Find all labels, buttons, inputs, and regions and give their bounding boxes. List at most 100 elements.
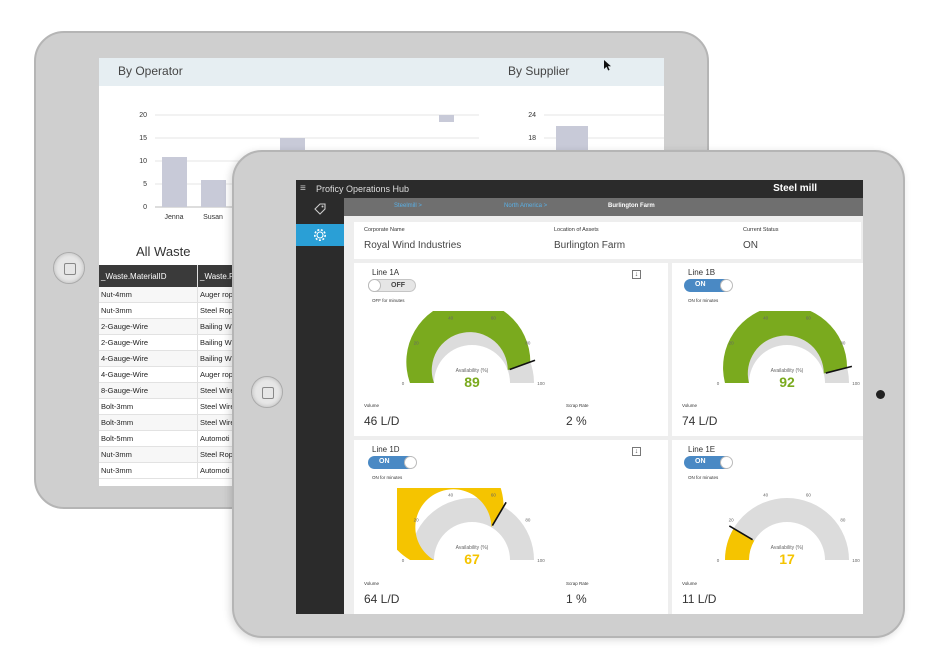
gauge-tick-label: 80 xyxy=(840,340,846,345)
hamburger-menu-icon[interactable]: ≡ xyxy=(300,183,306,194)
gauge-needle xyxy=(728,525,753,541)
cell-material-id: Nut-4mm xyxy=(99,287,198,302)
gauge-tick-label: 60 xyxy=(806,492,812,497)
plant-name: Steel mill xyxy=(773,183,817,194)
gauge-label: Availability (%) xyxy=(771,545,804,551)
gauge-label: Availability (%) xyxy=(456,545,489,551)
cell-second: Automoti xyxy=(200,466,230,475)
top-bar: ≡ Proficy Operations Hub Steel mill xyxy=(296,180,863,198)
state-duration: ON for minutes xyxy=(688,298,719,303)
cell-second: Bailing Wi xyxy=(200,322,234,331)
line-card-1b: Line 1B ON ON for minutes 0 20 40 60 80 100 Av… xyxy=(672,263,863,436)
cell-material-id: 4-Gauge-Wire xyxy=(99,367,198,382)
op-ytick-5: 5 xyxy=(143,181,147,188)
cell-second: Automoti xyxy=(200,434,230,443)
op-ytick-10: 10 xyxy=(139,158,147,165)
op-ytick-0: 0 xyxy=(143,204,147,211)
col-material-id[interactable]: _Waste.MaterialID xyxy=(99,265,198,287)
corp-name-value: Royal Wind Industries xyxy=(364,240,462,251)
bar-jenna xyxy=(162,157,187,207)
op-ytick-15: 15 xyxy=(139,135,147,142)
gauge-needle xyxy=(491,501,507,526)
cell-material-id: Nut-3mm xyxy=(99,303,198,318)
toggle-knob xyxy=(368,279,381,292)
gauge-tick-label: 80 xyxy=(525,340,531,345)
gauge-value-arc xyxy=(397,488,504,560)
gauge-tick-label: 20 xyxy=(414,340,420,345)
line-toggle[interactable]: ON xyxy=(368,456,417,469)
volume-value: 74 L/D xyxy=(682,414,718,428)
back-chart-header: By Operator By Supplier xyxy=(99,58,664,86)
tag-icon xyxy=(314,203,326,215)
gauge-tick-label: 60 xyxy=(491,315,497,320)
bar-susan xyxy=(201,180,226,207)
volume-value: 11 L/D xyxy=(682,592,717,606)
gauge-tick-label: 100 xyxy=(852,381,860,386)
breadcrumb-steelmill[interactable]: Steelmill > xyxy=(394,203,422,209)
cell-second: Bailing Wi xyxy=(200,354,234,363)
cell-material-id: 2-Gauge-Wire xyxy=(99,319,198,334)
line-toggle[interactable]: ON xyxy=(684,279,733,292)
gauge-tick-label: 80 xyxy=(525,517,531,522)
gauge-tick-label: 0 xyxy=(402,381,405,386)
location-value: Burlington Farm xyxy=(554,240,626,251)
line-toggle[interactable]: ON xyxy=(684,456,733,469)
gauge-tick-label: 20 xyxy=(729,517,735,522)
gauge-track xyxy=(410,498,534,560)
col-second[interactable]: _Waste.F xyxy=(200,271,234,281)
toggle-knob xyxy=(404,456,417,469)
mouse-cursor-icon xyxy=(604,60,611,71)
gauge-tick-label: 100 xyxy=(537,558,545,563)
scrap-rate-label: Scrap Rate xyxy=(566,403,589,408)
all-waste-title: All Waste xyxy=(136,244,191,259)
gauge-tick-label: 0 xyxy=(717,381,720,386)
sidebar-settings-button[interactable] xyxy=(296,224,344,246)
scrap-rate-label: Scrap Rate xyxy=(566,581,589,586)
gauge-value-arc xyxy=(406,311,531,383)
toggle-knob xyxy=(720,456,733,469)
state-duration: ON for minutes xyxy=(688,475,719,480)
cell-material-id: Nut-3mm xyxy=(99,447,198,462)
cell-material-id: Bolt-3mm xyxy=(99,415,198,430)
cell-second: Steel Wire xyxy=(200,418,235,427)
state-duration: ON for minutes xyxy=(372,475,403,480)
download-icon[interactable]: ↓ xyxy=(632,270,641,279)
op-xlabel-susan: Susan xyxy=(203,214,223,221)
toggle-state: OFF xyxy=(391,282,405,289)
toggle-state: ON xyxy=(379,458,390,465)
line-card-1a: Line 1A ↓ OFF OFF for minutes 0 20 40 60 80 1… xyxy=(354,263,668,436)
gauge-tick-label: 40 xyxy=(763,315,769,320)
gauge-needle xyxy=(825,365,853,374)
cell-material-id: Bolt-5mm xyxy=(99,431,198,446)
toggle-state: ON xyxy=(695,458,706,465)
gauge-label: Availability (%) xyxy=(771,368,804,374)
cell-material-id: 8-Gauge-Wire xyxy=(99,383,198,398)
sidebar-tag-button[interactable] xyxy=(296,198,344,220)
scrap-rate-value: 2 % xyxy=(566,414,587,428)
gauge-tick-label: 60 xyxy=(806,315,812,320)
line-toggle[interactable]: OFF xyxy=(368,279,416,292)
cell-material-id: Nut-3mm xyxy=(99,463,198,478)
cell-second: Steel Wire xyxy=(200,402,235,411)
breadcrumb-north-america[interactable]: North America > xyxy=(504,203,548,209)
sup-ytick-18: 18 xyxy=(528,135,536,142)
status-label: Current Status xyxy=(743,227,779,233)
availability-gauge: 0 20 40 60 80 100 Availability (%)17 xyxy=(717,492,861,567)
op-ytick-20: 20 xyxy=(139,112,147,119)
volume-label: Volume xyxy=(364,581,380,586)
gauge-tick-label: 0 xyxy=(402,558,405,563)
cell-second: Steel Wire xyxy=(200,386,235,395)
asset-info-card: Corporate Name Royal Wind Industries Loc… xyxy=(354,222,861,259)
gauge-value: 92 xyxy=(779,374,795,390)
location-label: Location of Assets xyxy=(554,227,599,233)
line-title: Line 1E xyxy=(688,445,716,454)
status-value: ON xyxy=(743,240,758,251)
gauge-tick-label: 60 xyxy=(491,492,497,497)
state-duration: OFF for minutes xyxy=(372,298,405,303)
gauge-value: 89 xyxy=(464,374,480,390)
toggle-knob xyxy=(720,279,733,292)
download-icon[interactable]: ↓ xyxy=(632,447,641,456)
cell-second: Bailing Wi xyxy=(200,338,234,347)
cell-second: Auger rop xyxy=(200,370,233,379)
gauge-track xyxy=(725,498,849,560)
